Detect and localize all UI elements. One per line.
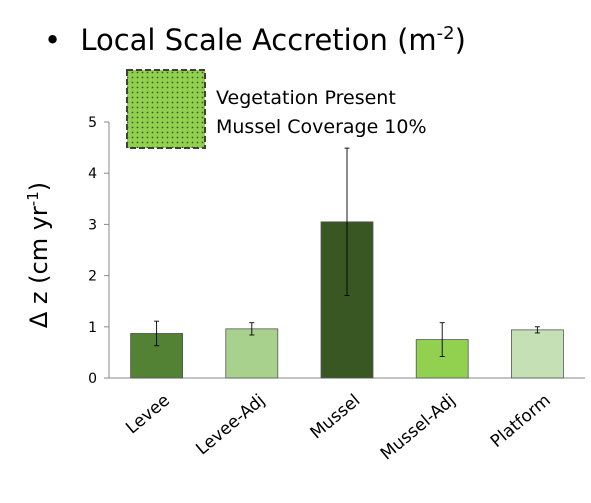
legend: Vegetation Present Mussel Coverage 10% (126, 69, 427, 149)
title-superscript: -2 (437, 23, 455, 44)
bar-levee-adj (225, 328, 279, 379)
y-tick-label: 1 (88, 320, 97, 336)
error-bar-levee-adj (249, 322, 255, 336)
x-tick-label: Levee (122, 391, 174, 439)
title-main: Local Scale Accretion (m (80, 23, 436, 57)
bar-platform (510, 329, 564, 379)
ylabel-superscript: -1 (24, 191, 42, 206)
x-tick-label: Levee-Adj (192, 391, 269, 460)
y-tick-label: 2 (88, 269, 97, 285)
error-bar-platform (534, 326, 540, 334)
legend-line-1: Vegetation Present (216, 87, 396, 109)
ylabel-main: Δ z (cm yr (25, 206, 53, 328)
chart-title: • Local Scale Accretion (m-2) (44, 23, 466, 57)
x-tick-label: Platform (487, 391, 555, 452)
y-tick-label: 4 (88, 166, 97, 182)
x-tick-label: Mussel-Adj (377, 391, 460, 465)
legend-swatch (126, 69, 206, 149)
y-tick-label: 3 (88, 217, 97, 233)
error-bar-mussel-adj (439, 322, 445, 357)
title-bullet: • (44, 23, 61, 57)
y-tick-label: 5 (88, 115, 97, 131)
category-labels: Levee Levee-Adj Mussel Mussel-Adj Platform (122, 391, 554, 465)
x-tick-label: Mussel (307, 391, 365, 444)
title-end: ) (455, 23, 466, 57)
bar-mussel-adj (415, 339, 469, 379)
y-ticks: 0 1 2 3 4 5 (88, 115, 109, 387)
error-bar-levee (154, 320, 160, 347)
ylabel-end: ) (25, 182, 53, 191)
y-tick-label: 0 (88, 371, 97, 387)
error-bars (154, 147, 540, 357)
y-axis-label: Δ z (cm yr-1) (24, 182, 53, 328)
legend-line-2: Mussel Coverage 10% (216, 116, 427, 138)
bars (130, 221, 564, 379)
error-bar-mussel (344, 147, 350, 297)
